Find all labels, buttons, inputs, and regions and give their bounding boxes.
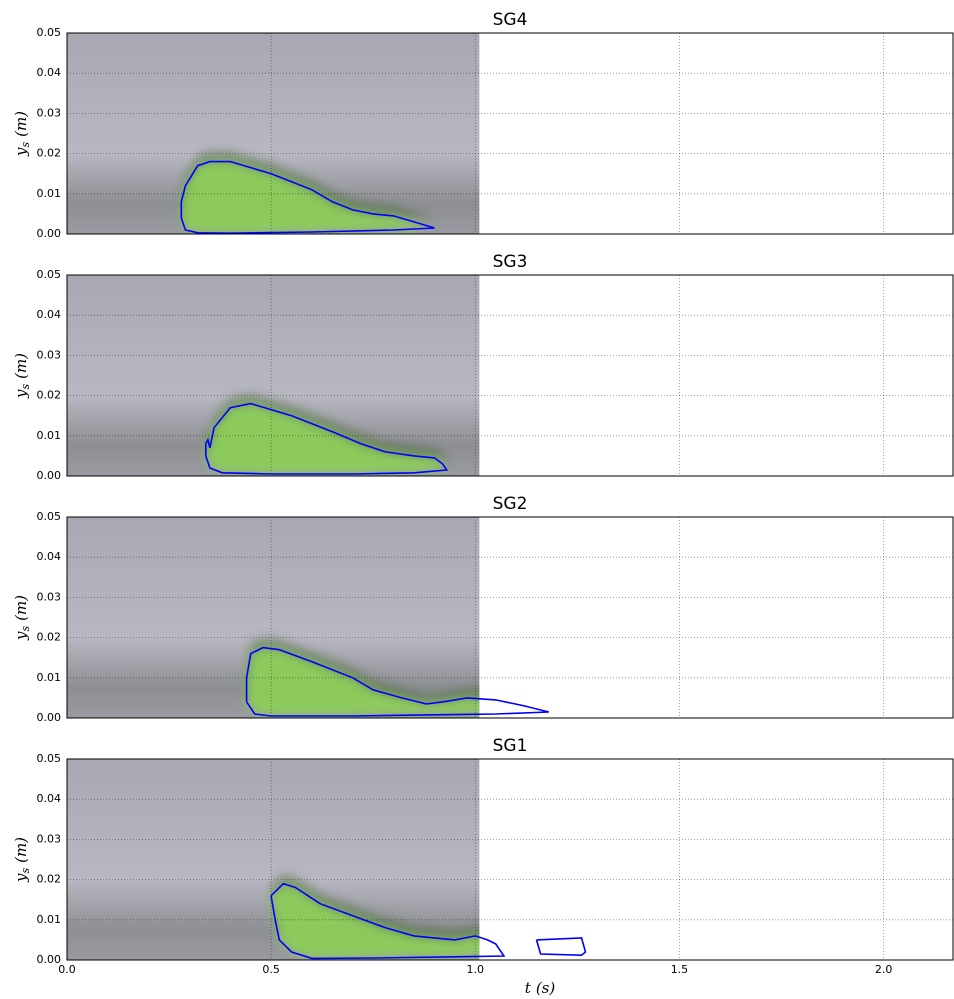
image-green — [271, 883, 480, 959]
y-axis-label: ys (m) — [12, 595, 32, 641]
axes-frame — [66, 274, 954, 477]
contour-line — [180, 160, 435, 235]
y-label-symbol: y — [12, 389, 30, 399]
y-tick-label: 0.00 — [37, 227, 62, 240]
y-label-unit: (m) — [12, 353, 30, 379]
y-tick-label: 0.02 — [37, 389, 62, 402]
panel-title: SG2 — [493, 494, 528, 514]
y-tick-label: 0.01 — [37, 671, 62, 684]
image-green — [246, 647, 480, 716]
y-tick-label: 0.02 — [37, 631, 62, 644]
y-axis-label: ys (m) — [12, 111, 32, 157]
axes-frame — [66, 758, 954, 961]
x-axis-label: t (s) — [525, 979, 556, 997]
y-tick-label: 0.03 — [37, 106, 62, 119]
y-tick-label: 0.02 — [37, 147, 62, 160]
y-axis-label: ys (m) — [12, 353, 32, 399]
y-tick-label: 0.01 — [37, 913, 62, 926]
y-tick-label: 0.00 — [37, 469, 62, 482]
y-label-unit: (m) — [12, 111, 30, 137]
x-tick-label: 1.0 — [467, 963, 485, 976]
y-tick-label: 0.05 — [37, 752, 62, 765]
panel: 0.00 0.01 0.02 0.03 0.04 0.05 SG2 ys (m) — [12, 494, 954, 724]
image-blob — [246, 637, 480, 716]
image-green — [181, 161, 435, 234]
y-label-symbol: y — [12, 873, 30, 883]
y-tick-label: 0.02 — [37, 873, 62, 886]
y-tick-label: 0.00 — [37, 711, 62, 724]
y-tick-label: 0.00 — [37, 953, 62, 966]
y-label-sub: s — [19, 384, 32, 390]
y-tick-label: 0.01 — [37, 429, 62, 442]
x-label-unit: (s) — [536, 979, 556, 997]
panel-title: SG3 — [493, 252, 528, 272]
axes-frame — [66, 516, 954, 719]
x-tick-label: 2.0 — [875, 963, 893, 976]
panel-title: SG1 — [493, 736, 528, 756]
y-axis-label: ys (m) — [12, 837, 32, 883]
y-label-symbol: y — [12, 631, 30, 641]
contour-line — [245, 646, 549, 717]
y-label-unit: (m) — [12, 837, 30, 863]
y-label-sub: s — [19, 142, 32, 148]
panel: 0.00 0.01 0.02 0.03 0.04 0.05 SG4 ys (m) — [12, 10, 954, 240]
contour-line — [270, 882, 587, 960]
y-tick-label: 0.01 — [37, 187, 62, 200]
y-label-unit: (m) — [12, 595, 30, 621]
y-tick-label: 0.04 — [37, 308, 62, 321]
panel: 0.00 0.01 0.02 0.03 0.04 0.05 SG3 ys (m) — [12, 252, 954, 482]
y-label-symbol: y — [12, 147, 30, 157]
contour-line — [205, 402, 449, 475]
y-tick-label: 0.04 — [37, 792, 62, 805]
y-tick-label: 0.03 — [37, 348, 62, 361]
image-blob — [271, 873, 480, 959]
x-label-symbol: t — [525, 979, 532, 997]
y-tick-label: 0.05 — [37, 268, 62, 281]
y-tick-label: 0.04 — [37, 550, 62, 563]
y-tick-label: 0.03 — [37, 832, 62, 845]
image-green — [205, 403, 447, 474]
panel: 0.00 0.01 0.02 0.03 0.04 0.05 0.0 0.5 1.0 1.5 2.0 S… — [12, 736, 954, 997]
y-tick-label: 0.04 — [37, 66, 62, 79]
panel-title: SG4 — [493, 10, 528, 30]
y-tick-label: 0.05 — [37, 26, 62, 39]
x-tick-label: 0.0 — [58, 963, 76, 976]
x-tick-label: 0.5 — [262, 963, 280, 976]
x-tick-label: 1.5 — [671, 963, 689, 976]
y-label-sub: s — [19, 868, 32, 874]
y-tick-label: 0.05 — [37, 510, 62, 523]
y-tick-label: 0.03 — [37, 590, 62, 603]
y-label-sub: s — [19, 626, 32, 632]
axes-frame — [66, 32, 954, 235]
